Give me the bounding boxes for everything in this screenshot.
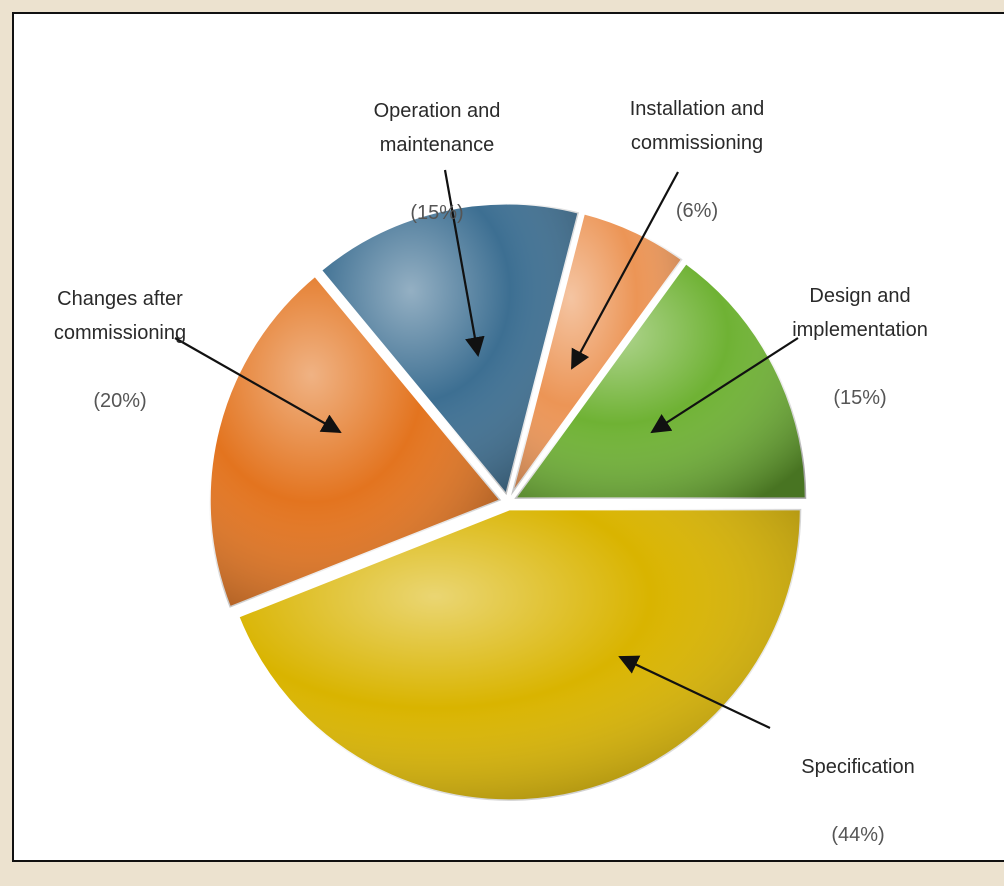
label-value: (15%) <box>410 202 464 224</box>
label-name: Changes after commissioning <box>53 288 187 344</box>
slice-label: Installation and commissioning (6%) <box>567 58 827 262</box>
slice-label: Design and implementation (15%) <box>730 245 990 449</box>
label-value: (6%) <box>675 200 719 222</box>
label-name: Specification <box>801 756 915 778</box>
arrow <box>571 171 679 370</box>
arrow <box>443 169 485 357</box>
label-name: Installation and commissioning <box>629 98 765 154</box>
label-name: Operation and maintenance <box>373 100 501 156</box>
slice-label: Changes after commissioning (20%) <box>0 248 250 452</box>
arrow <box>650 337 799 434</box>
label-value: (15%) <box>833 387 887 409</box>
arrow <box>174 337 342 433</box>
arrows <box>174 169 799 729</box>
pie <box>207 201 808 803</box>
arrow <box>618 655 771 729</box>
slice-label: Operation and maintenance (15%) <box>307 60 567 264</box>
label-value: (44%) <box>831 824 885 846</box>
slice-label: Specification (44%) <box>728 716 988 886</box>
page: {"chart_data": {"type": "pie", "categori… <box>0 12 1004 862</box>
label-name: Design and implementation <box>792 285 928 341</box>
label-value: (20%) <box>93 390 147 412</box>
